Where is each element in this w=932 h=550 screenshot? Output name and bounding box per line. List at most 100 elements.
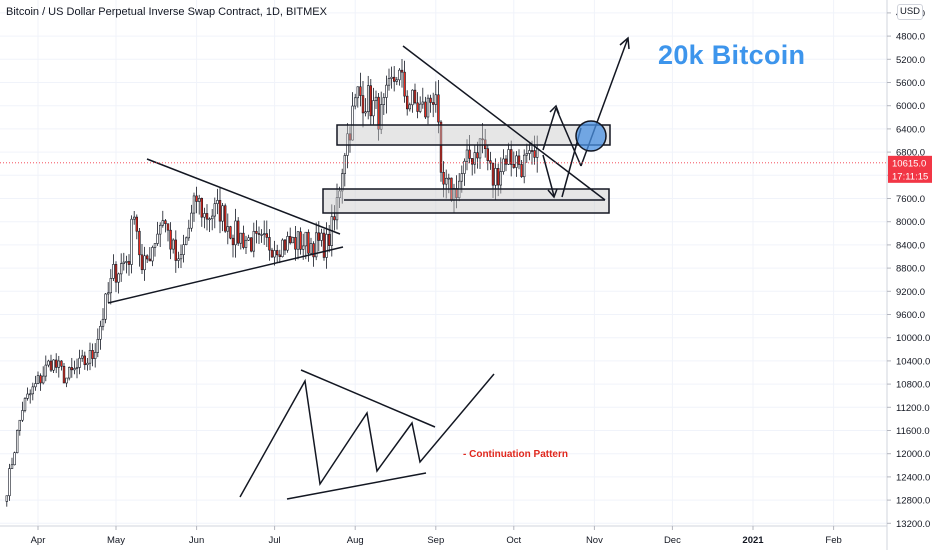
candle-body: [491, 162, 495, 186]
candle-body: [164, 220, 167, 225]
candle-body: [205, 213, 209, 220]
candle-body: [161, 220, 164, 226]
candle: [278, 249, 281, 264]
candle-body: [23, 398, 27, 411]
candle: [174, 230, 177, 273]
price-tick-label: 9600.0: [896, 310, 925, 321]
price-tick-label: 6400.0: [896, 124, 925, 135]
candle-body: [416, 102, 419, 112]
candle: [156, 221, 159, 246]
candle-body: [125, 261, 128, 263]
candle: [146, 254, 149, 264]
candle: [226, 213, 229, 245]
candle-body: [403, 71, 406, 97]
candle-body: [525, 153, 529, 156]
candle: [270, 247, 274, 258]
candle: [481, 123, 484, 154]
candle: [185, 236, 188, 246]
time-axis[interactable]: Apr May Jun Jul Aug Sep Oct Nov Dec 2021 Feb: [31, 526, 842, 546]
candle-body: [361, 95, 365, 114]
candle-body: [239, 232, 242, 244]
candle-body: [60, 360, 63, 367]
candle-body: [143, 255, 146, 271]
candle-body: [109, 278, 113, 294]
candle-body: [340, 173, 344, 192]
symbol-title[interactable]: Bitcoin / US Dollar Perpetual Inverse Sw…: [6, 6, 327, 18]
candle-body: [187, 227, 190, 239]
candle: [52, 359, 55, 373]
candle: [200, 197, 203, 227]
countdown-label: 17:11:15: [892, 171, 928, 182]
candle: [470, 158, 474, 176]
candle: [244, 235, 248, 254]
candle: [299, 227, 302, 255]
candle-body: [234, 220, 237, 246]
candle-body: [307, 231, 310, 254]
candle: [96, 328, 100, 358]
candle: [213, 197, 216, 229]
candle: [159, 222, 162, 248]
candle: [143, 246, 146, 281]
candle: [460, 165, 463, 193]
candle: [268, 229, 271, 261]
candle-body: [296, 231, 300, 250]
candle-body: [96, 338, 100, 353]
candle: [275, 244, 279, 263]
candle: [151, 245, 154, 267]
candle-body: [213, 203, 216, 217]
candle: [434, 81, 437, 113]
candle-body: [343, 155, 346, 174]
candle: [23, 397, 27, 413]
candle: [229, 225, 232, 240]
candle: [369, 78, 372, 125]
candle: [8, 463, 11, 501]
candle-body: [489, 160, 492, 164]
candle: [509, 140, 513, 177]
candle: [182, 234, 185, 263]
candle-body: [231, 237, 235, 246]
candle-body: [252, 230, 255, 252]
candle-body: [444, 177, 448, 185]
candle: [260, 229, 263, 243]
candle-body: [424, 101, 427, 118]
candle: [343, 152, 346, 187]
price-tick-label: 9200.0: [896, 287, 925, 298]
candle: [65, 377, 68, 388]
candle-body: [348, 133, 352, 141]
candle: [507, 142, 510, 165]
candle: [208, 217, 211, 233]
projection-down-1: [542, 154, 555, 197]
projection-up-2: [555, 107, 582, 167]
candle: [224, 203, 227, 233]
candle: [252, 222, 255, 258]
candle-body: [39, 375, 42, 384]
price-tick-label: 10800.0: [896, 380, 930, 391]
candle-body: [364, 111, 367, 114]
candle: [392, 66, 396, 92]
candle: [515, 151, 518, 177]
candle: [431, 92, 435, 118]
candle-body: [314, 232, 318, 258]
candle: [387, 68, 391, 91]
candle-body: [21, 410, 24, 421]
candle-body: [262, 233, 266, 235]
candle-body: [65, 377, 68, 384]
candle: [21, 401, 24, 422]
candle: [301, 233, 305, 260]
candle-body: [200, 198, 203, 218]
candle: [486, 145, 489, 171]
candle-body: [278, 254, 281, 257]
candle: [291, 236, 294, 244]
currency-button[interactable]: USD: [897, 4, 923, 20]
candle-body: [15, 430, 19, 453]
price-axis[interactable]: 13200.0 12800.0 12400.0 12000.0 11600.0 11200…: [887, 8, 930, 530]
candle-body: [325, 233, 328, 258]
pattern-upper-line: [300, 369, 436, 428]
candle-body: [359, 86, 362, 96]
candle-body: [81, 355, 84, 359]
candle-body: [86, 362, 89, 366]
time-tick-label: Sep: [427, 535, 444, 546]
candle-body: [442, 171, 445, 185]
candle: [398, 68, 401, 86]
